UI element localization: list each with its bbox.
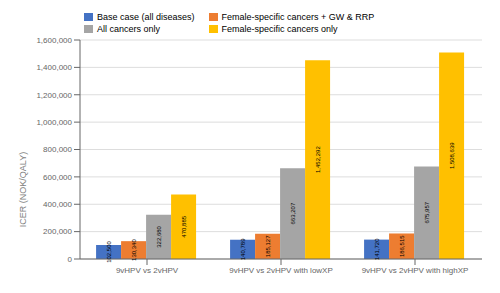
svg-text:186,515: 186,515 xyxy=(399,235,405,257)
html-text:All cancers only: All cancers only xyxy=(97,24,160,34)
svg-text:1,400,000: 1,400,000 xyxy=(36,63,72,72)
html-text:Base case (all diseases): Base case (all diseases) xyxy=(97,12,195,22)
svg-text:600,000: 600,000 xyxy=(43,173,72,182)
svg-text:ICER (NOK/QALY): ICER (NOK/QALY) xyxy=(18,152,28,227)
svg-text:200,000: 200,000 xyxy=(43,227,72,236)
svg-text:400,000: 400,000 xyxy=(43,200,72,209)
svg-text:1,600,000: 1,600,000 xyxy=(36,36,72,45)
html-text:Female-specific cancers + GW &: Female-specific cancers + GW & RRP xyxy=(221,12,375,22)
svg-text:1,452,292: 1,452,292 xyxy=(315,146,321,173)
svg-text:130,340: 130,340 xyxy=(131,239,137,261)
html-text:Female-specific cancers only: Female-specific cancers only xyxy=(221,24,338,34)
svg-text:470,885: 470,885 xyxy=(181,215,187,237)
svg-text:1,000,000: 1,000,000 xyxy=(36,118,72,127)
svg-text:663,207: 663,207 xyxy=(290,202,296,224)
svg-text:185,127: 185,127 xyxy=(265,235,271,257)
svg-text:9vHPV vs 2vHPV with lowXP: 9vHPV vs 2vHPV with lowXP xyxy=(229,266,333,275)
svg-text:1,508,639: 1,508,639 xyxy=(449,142,455,169)
svg-text:9vHPV vs 2vHPV with highXP: 9vHPV vs 2vHPV with highXP xyxy=(362,266,469,275)
svg-text:140,789: 140,789 xyxy=(240,238,246,260)
svg-text:141,720: 141,720 xyxy=(374,238,380,260)
svg-text:322,680: 322,680 xyxy=(156,225,162,247)
svg-text:675,957: 675,957 xyxy=(424,201,430,223)
svg-text:1,200,000: 1,200,000 xyxy=(36,91,72,100)
svg-text:102,500: 102,500 xyxy=(106,240,112,262)
svg-text:0: 0 xyxy=(68,255,73,264)
svg-text:9vHPV vs 2vHPV: 9vHPV vs 2vHPV xyxy=(116,266,179,275)
svg-text:800,000: 800,000 xyxy=(43,145,72,154)
